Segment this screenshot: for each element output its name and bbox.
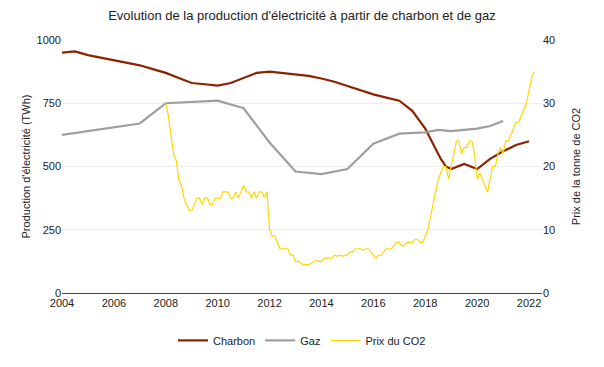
svg-text:2022: 2022: [517, 297, 541, 309]
svg-text:250: 250: [43, 224, 61, 236]
svg-text:Prix du CO2: Prix du CO2: [365, 335, 425, 347]
svg-text:Prix de la tonne de CO2: Prix de la tonne de CO2: [570, 108, 582, 225]
svg-text:2008: 2008: [154, 297, 178, 309]
svg-text:30: 30: [543, 97, 555, 109]
svg-text:40: 40: [543, 34, 555, 46]
svg-text:2018: 2018: [413, 297, 437, 309]
svg-text:2016: 2016: [361, 297, 385, 309]
svg-text:1000: 1000: [37, 34, 61, 46]
svg-text:2020: 2020: [465, 297, 489, 309]
svg-text:500: 500: [43, 160, 61, 172]
svg-text:Production d'électricité (TWh): Production d'électricité (TWh): [20, 95, 32, 239]
svg-text:Gaz: Gaz: [300, 335, 320, 347]
svg-text:2010: 2010: [205, 297, 229, 309]
svg-text:Evolution de la production d'é: Evolution de la production d'électricité…: [108, 8, 496, 23]
svg-text:2012: 2012: [257, 297, 281, 309]
svg-text:10: 10: [543, 224, 555, 236]
svg-text:750: 750: [43, 97, 61, 109]
svg-text:0: 0: [55, 287, 61, 299]
svg-text:2014: 2014: [309, 297, 333, 309]
svg-text:20: 20: [543, 160, 555, 172]
svg-text:2006: 2006: [102, 297, 126, 309]
svg-text:2004: 2004: [50, 297, 74, 309]
svg-text:Charbon: Charbon: [213, 335, 255, 347]
svg-text:0: 0: [543, 287, 549, 299]
